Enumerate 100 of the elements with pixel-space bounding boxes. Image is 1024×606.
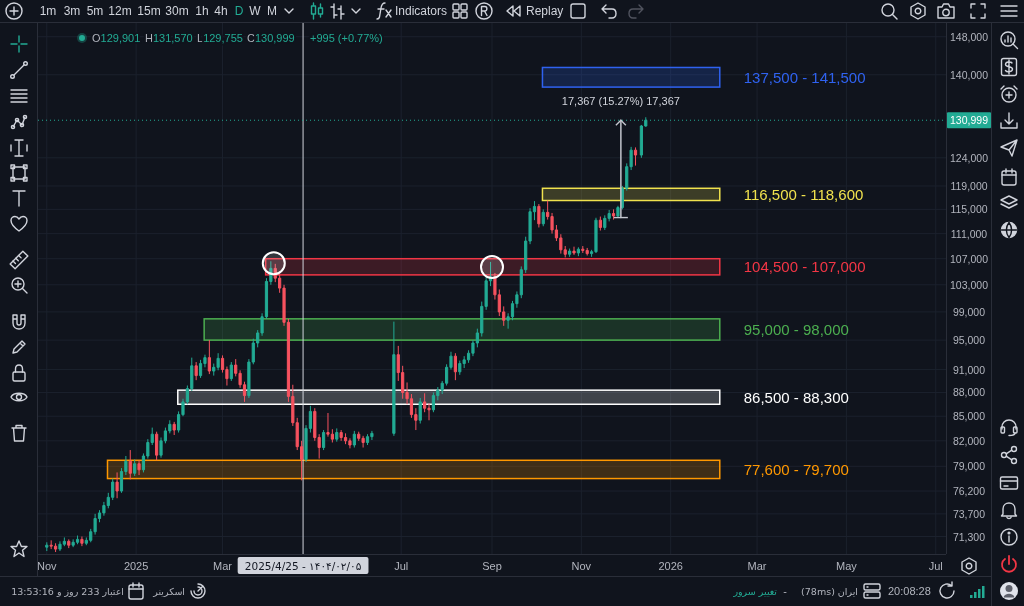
candlestick <box>335 427 339 443</box>
candlestick <box>194 361 198 381</box>
text: تغییر سرور <box>732 585 778 597</box>
band-label: 86,500 - 88,300 <box>743 388 849 406</box>
candlestick <box>321 429 326 451</box>
band-label: 104,500 - 107,000 <box>743 258 866 276</box>
y-tick-label: 95,000 <box>952 334 986 347</box>
candlestick <box>603 214 607 231</box>
text: اعتبار 233 روز و 13:53:16 <box>11 585 124 597</box>
candlestick <box>585 247 589 257</box>
candlestick <box>458 360 462 376</box>
candlestick <box>155 431 159 461</box>
candlestick <box>352 430 356 449</box>
candlestick <box>198 359 203 379</box>
y-tick-label: 88,000 <box>952 386 986 399</box>
candlestick <box>49 539 53 550</box>
text: 5m <box>86 4 104 18</box>
candlestick <box>45 541 49 552</box>
candlestick <box>172 421 176 436</box>
candlestick <box>598 216 602 232</box>
text: 20:08:28 <box>888 585 931 597</box>
band-label: 137,500 - 141,500 <box>743 68 866 86</box>
candlestick <box>616 205 620 219</box>
text: 1h <box>195 4 209 18</box>
y-tick-label: 111,000 <box>950 227 988 240</box>
candlestick <box>62 536 66 547</box>
text: Replay <box>526 4 564 18</box>
candlestick <box>581 245 585 254</box>
text: D <box>234 4 244 18</box>
candlestick <box>537 203 541 228</box>
x-tick-label: 2025 <box>123 560 149 572</box>
text: 1m <box>39 4 57 18</box>
candlestick <box>541 208 545 227</box>
x-tick-label: May <box>836 560 858 572</box>
y-tick-label: 82,000 <box>952 434 986 447</box>
candlestick <box>348 437 352 449</box>
candlestick <box>611 208 616 221</box>
candlestick <box>568 248 572 258</box>
annotation: +995 (+0.77%) <box>310 32 383 44</box>
candlestick <box>431 391 436 413</box>
candlestick <box>594 217 598 254</box>
candlestick <box>633 146 638 167</box>
text: - <box>783 585 788 597</box>
y-tick-label: 140,000 <box>950 68 989 81</box>
candlestick <box>392 321 396 437</box>
candlestick <box>71 538 75 548</box>
annotation: L129,755 <box>197 32 243 44</box>
y-tick-label: 115,000 <box>950 203 988 216</box>
candlestick <box>361 435 365 449</box>
candlestick <box>365 433 370 446</box>
text: ایران (78ms) <box>801 585 858 597</box>
annotation: O129,901 <box>92 32 141 44</box>
candlestick <box>343 432 348 445</box>
y-tick-label: 91,000 <box>952 363 986 376</box>
x-tick-label: Mar <box>213 560 233 572</box>
annotation: 17,367 (15.27%) 17,367 <box>561 95 680 108</box>
text: 12m <box>108 4 132 18</box>
y-tick-label: 71,300 <box>952 530 986 543</box>
y-tick-label: 107,000 <box>950 252 989 265</box>
x-tick-label: Sep <box>482 560 502 572</box>
ref-line-label: 2025/4/25 - ۱۴۰۴/۰۲/۰۵ <box>244 559 362 572</box>
text: 4h <box>214 4 228 18</box>
y-tick-label: 79,000 <box>952 460 986 473</box>
candlestick <box>75 535 80 545</box>
candlestick <box>418 397 422 425</box>
candlestick <box>128 449 132 480</box>
candlestick <box>453 352 457 381</box>
band-label: 95,000 - 98,000 <box>743 320 849 338</box>
candlestick <box>137 459 141 476</box>
y-tick-label: 76,200 <box>952 485 986 498</box>
text: M <box>267 4 277 18</box>
annotation: H131,570 <box>145 32 193 44</box>
x-tick-label: Jul <box>928 560 943 572</box>
text: W <box>249 4 262 18</box>
text: 15m <box>137 4 161 18</box>
text: Indicators <box>395 4 448 18</box>
candlestick <box>53 542 58 553</box>
y-tick-label: 85,000 <box>952 410 986 423</box>
y-tick-label: 119,000 <box>950 179 988 192</box>
x-tick-label: Jul <box>394 560 409 572</box>
candlestick <box>229 361 233 382</box>
x-tick-label: Mar <box>747 560 767 572</box>
candlestick <box>133 458 137 477</box>
x-tick-label: Nov <box>37 560 58 572</box>
band-label: 116,500 - 118,600 <box>743 185 864 203</box>
candlestick <box>572 246 576 256</box>
text: 30m <box>165 4 189 18</box>
candlestick <box>339 429 343 442</box>
y-tick-label: 99,000 <box>952 305 986 318</box>
text: اسکرینر <box>152 585 185 597</box>
candlestick <box>80 536 84 547</box>
candlestick <box>58 540 62 552</box>
y-tick-label: 103,000 <box>950 278 989 291</box>
band-label: 77,600 - 79,700 <box>743 460 849 478</box>
x-tick-label: 2026 <box>658 560 683 572</box>
text: 3m <box>63 4 81 18</box>
y-tick-label: 124,000 <box>950 151 989 164</box>
x-tick-label: Nov <box>571 560 592 572</box>
candlestick <box>326 412 330 438</box>
candlestick <box>115 471 119 499</box>
